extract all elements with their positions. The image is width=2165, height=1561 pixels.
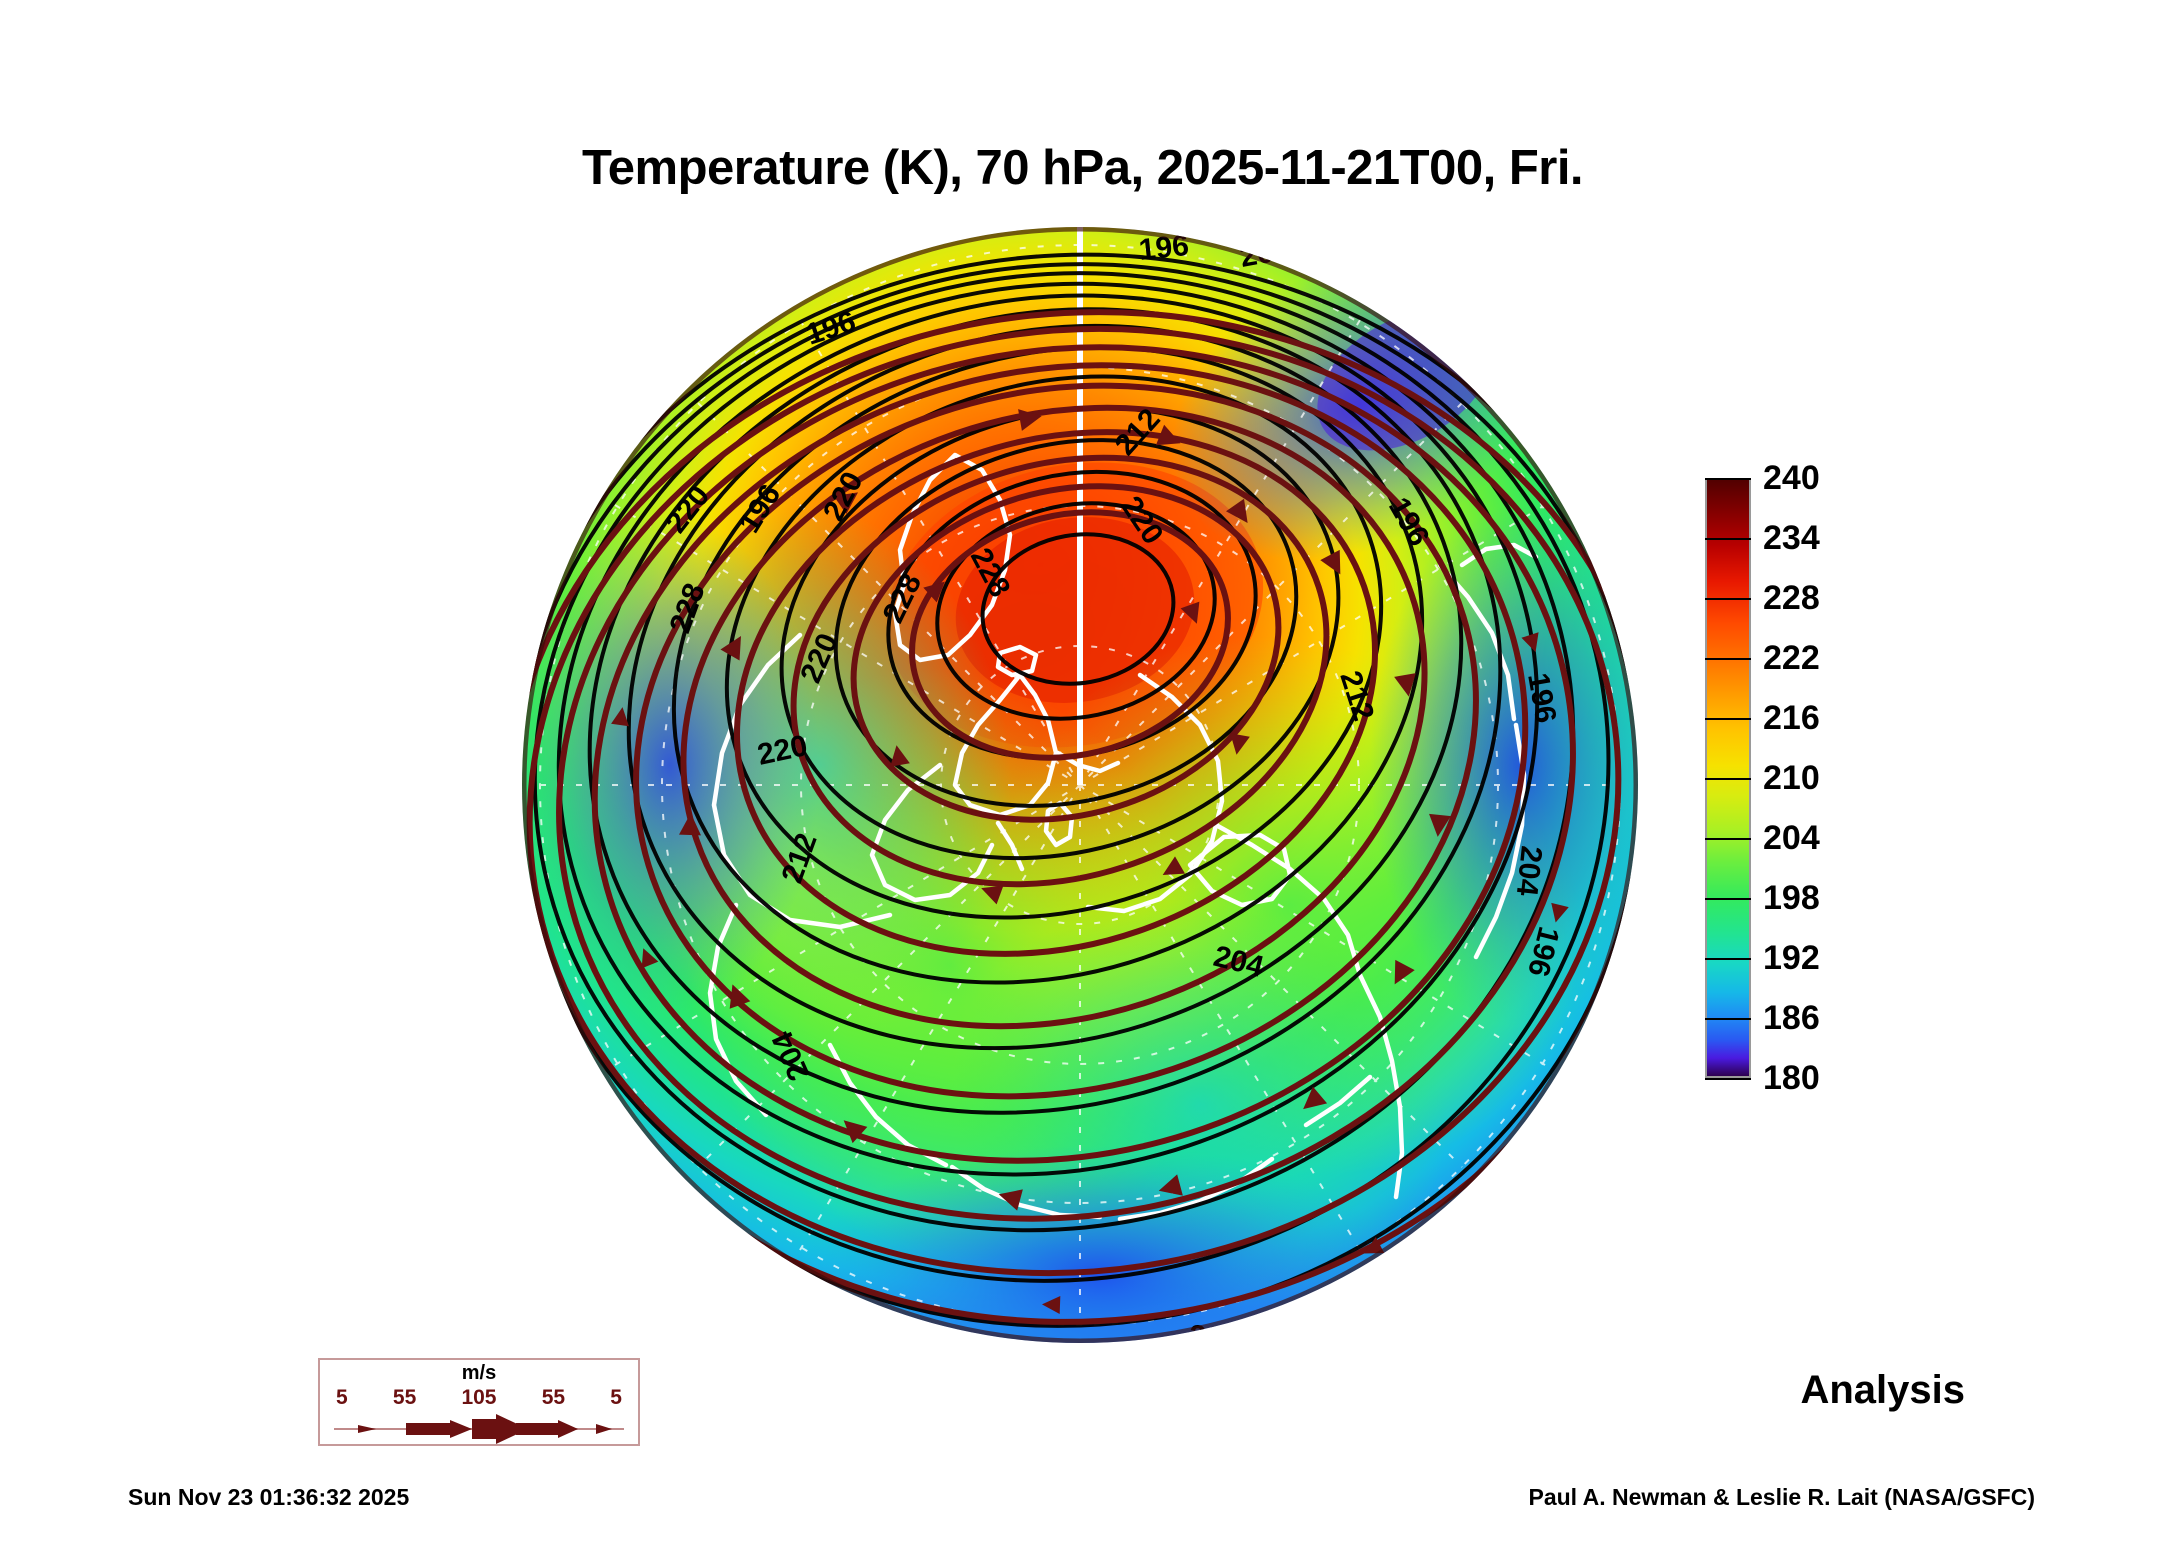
colorbar-label-222: 222 xyxy=(1763,639,1820,677)
colorbar-label-216: 216 xyxy=(1763,699,1820,737)
wind-legend-value-2: 55 xyxy=(392,1386,417,1409)
colorbar-ticks xyxy=(1705,478,1751,1080)
wind-legend-values: 5 55 105 55 5 xyxy=(320,1386,638,1410)
wind-legend-arrows xyxy=(320,1412,638,1446)
wind-legend-value-1: 5 xyxy=(336,1386,348,1409)
polar-temperature-map: 196 196 196 196 196 196 204 204 204 204 … xyxy=(500,205,1660,1365)
colorbar-label-240: 240 xyxy=(1763,459,1820,497)
map-svg: 196 196 196 196 196 196 204 204 204 204 … xyxy=(522,227,1638,1343)
wind-legend-value-4: 55 xyxy=(541,1386,566,1409)
credit-line: Paul A. Newman & Leslie R. Lait (NASA/GS… xyxy=(1528,1484,2035,1510)
colorbar-label-210: 210 xyxy=(1763,759,1820,797)
colorbar: 240 234 228 222 216 210 204 198 192 186 … xyxy=(1705,461,2005,1095)
wind-arrow-svg xyxy=(334,1414,624,1444)
map-field: 196 196 196 196 196 196 204 204 204 204 … xyxy=(522,227,1638,1343)
colorbar-label-192: 192 xyxy=(1763,939,1820,977)
svg-text:204: 204 xyxy=(1510,844,1548,898)
colorbar-label-228: 228 xyxy=(1763,579,1820,617)
colorbar-label-204: 204 xyxy=(1763,819,1820,857)
analysis-label: Analysis xyxy=(1800,1368,1965,1412)
colorbar-labels: 240 234 228 222 216 210 204 198 192 186 … xyxy=(1763,461,1893,1095)
warm-core-inner xyxy=(955,517,1195,703)
wind-speed-legend: m/s 5 55 105 55 5 xyxy=(318,1358,640,1446)
wind-legend-value-3: 105 xyxy=(461,1386,497,1409)
colorbar-label-186: 186 xyxy=(1763,999,1820,1037)
render-timestamp: Sun Nov 23 01:36:32 2025 xyxy=(128,1484,410,1510)
colorbar-label-180: 180 xyxy=(1763,1059,1820,1097)
globe-rim xyxy=(522,227,1638,1343)
colorbar-label-198: 198 xyxy=(1763,879,1820,917)
colorbar-label-234: 234 xyxy=(1763,519,1820,557)
page-title: Temperature (K), 70 hPa, 2025-11-21T00, … xyxy=(581,141,1584,195)
wind-arrowheads xyxy=(611,409,1569,1314)
wind-legend-units: m/s xyxy=(461,1362,497,1384)
wind-legend-value-5: 5 xyxy=(610,1386,622,1409)
